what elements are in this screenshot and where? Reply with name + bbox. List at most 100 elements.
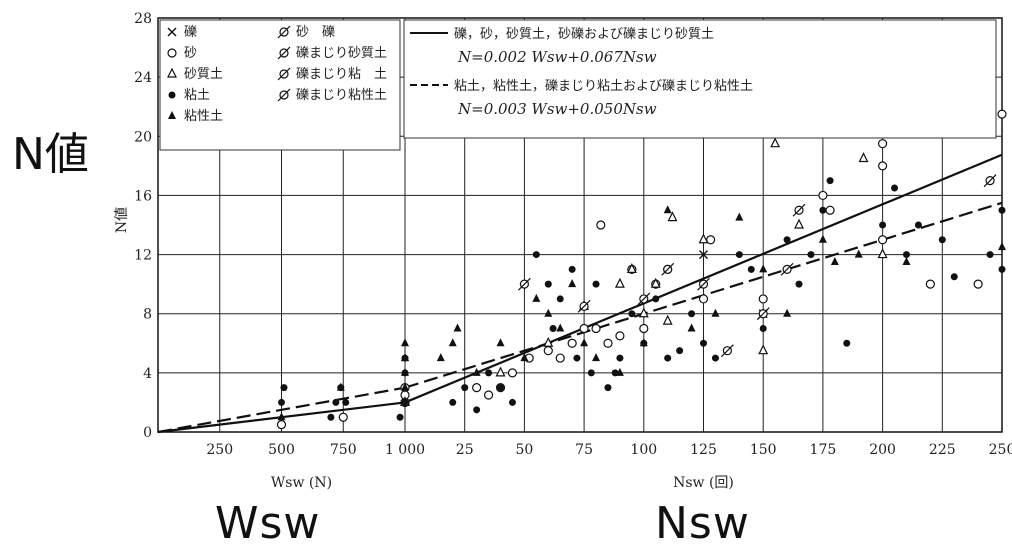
data-point-cohesive-soil bbox=[544, 308, 553, 317]
data-point-clay bbox=[604, 384, 612, 392]
y-tick-label: 8 bbox=[143, 307, 152, 323]
nsw-tick-label: 100 bbox=[630, 442, 657, 458]
data-point-sandy-soil bbox=[650, 277, 661, 288]
data-point-clay bbox=[735, 251, 743, 259]
data-point-sand bbox=[877, 139, 888, 149]
regression-line-dashed bbox=[157, 386, 406, 434]
data-point-sand bbox=[591, 323, 601, 334]
data-point-sandy-soil bbox=[770, 137, 781, 148]
data-point-sandy-soil bbox=[543, 336, 554, 347]
data-point-cohesive-soil bbox=[615, 367, 624, 376]
data-point-clay bbox=[461, 384, 469, 392]
data-point-clay bbox=[711, 354, 719, 362]
data-point-clay bbox=[544, 280, 552, 288]
data-point-sandy-gravel bbox=[697, 277, 710, 291]
data-point-sand bbox=[818, 190, 828, 201]
data-point-clay bbox=[473, 406, 481, 414]
y-tick-label: 12 bbox=[134, 248, 152, 264]
data-point-sandy-gravel bbox=[792, 203, 806, 217]
data-point-cohesive-soil bbox=[568, 279, 577, 288]
nsw-tick-label: 175 bbox=[810, 442, 837, 458]
data-point-sand bbox=[639, 323, 649, 334]
data-point-cohesive-soil bbox=[336, 382, 345, 391]
data-point-clay bbox=[592, 280, 600, 288]
data-point-cohesive-soil bbox=[902, 256, 911, 265]
data-point-clay bbox=[902, 251, 910, 259]
legend-line-label: 粘土，粘性土，礫まじり粘土および礫まじり粘性土 bbox=[454, 78, 753, 94]
data-point-cohesive-soil bbox=[401, 338, 409, 347]
data-point-sand bbox=[698, 294, 709, 304]
data-point-clay bbox=[843, 339, 851, 347]
data-point-cohesive-soil bbox=[580, 338, 589, 347]
wsw-axis-big-label: Wsw bbox=[215, 498, 321, 549]
data-point-sand bbox=[276, 420, 287, 430]
data-point-sand bbox=[997, 109, 1007, 119]
nsw-axis-label: Nsw (回) bbox=[673, 475, 734, 491]
data-point-clay bbox=[891, 184, 899, 192]
data-point-sand bbox=[483, 390, 494, 400]
data-point-cohesive-soil bbox=[998, 242, 1006, 251]
data-point-clay bbox=[616, 354, 624, 362]
data-point-sand bbox=[603, 338, 613, 348]
data-point-clay bbox=[327, 413, 335, 421]
legend-label: 砂 礫 bbox=[296, 24, 335, 40]
data-point-sand bbox=[877, 161, 888, 171]
regression-line-solid bbox=[404, 153, 1003, 404]
legend-equation: N=0.002 Wsw+0.067Nsw bbox=[457, 48, 657, 66]
data-point-sandy-soil bbox=[794, 218, 804, 229]
legend-equation: N=0.003 Wsw+0.050Nsw bbox=[457, 100, 657, 118]
y-tick-label: 16 bbox=[134, 188, 152, 204]
data-point-clay bbox=[747, 265, 755, 273]
data-point-sandy-gravel bbox=[277, 67, 291, 81]
data-point-sandy-soil bbox=[614, 277, 625, 288]
nsw-tick-label: 225 bbox=[929, 442, 956, 458]
data-point-sand bbox=[472, 383, 482, 393]
nsw-tick-label: 250 bbox=[989, 442, 1012, 458]
data-point-clay bbox=[688, 310, 696, 318]
data-point-clay bbox=[332, 398, 340, 406]
wsw-tick-label: 250 bbox=[206, 442, 233, 458]
legend-label: 砂 bbox=[184, 46, 197, 61]
data-point-sandy-gravel bbox=[720, 344, 734, 358]
data-point-sandy-soil bbox=[167, 67, 177, 78]
data-point-cohesive-soil bbox=[639, 338, 648, 347]
y-axis-big-label: N値 bbox=[12, 129, 89, 180]
data-point-clay bbox=[826, 177, 834, 185]
data-point-cohesive-soil bbox=[663, 205, 672, 214]
data-point-sand bbox=[543, 346, 553, 356]
data-point-cohesive-soil bbox=[592, 353, 601, 362]
wsw-tick-label: 500 bbox=[268, 442, 295, 458]
data-point-clay bbox=[807, 251, 815, 259]
data-point-clay bbox=[938, 236, 946, 244]
data-point-clay bbox=[998, 265, 1006, 273]
data-point-sand bbox=[758, 294, 768, 304]
data-point-cohesive-soil bbox=[496, 338, 505, 347]
y-tick-label: 24 bbox=[134, 70, 152, 86]
data-point-clay bbox=[168, 91, 176, 99]
data-point-sandy-soil bbox=[858, 152, 869, 163]
data-point-clay bbox=[342, 398, 350, 406]
data-point-sandy-gravel bbox=[277, 46, 291, 60]
nsw-tick-label: 125 bbox=[690, 442, 717, 458]
data-point-sandy-soil bbox=[626, 263, 637, 273]
data-point-cohesive-soil bbox=[453, 323, 462, 332]
data-point-cohesive-soil bbox=[168, 111, 176, 119]
data-point-cohesive-soil bbox=[401, 367, 409, 376]
data-point-gravel bbox=[699, 250, 708, 260]
data-point-sand bbox=[877, 235, 888, 245]
y-tick-label: 4 bbox=[143, 366, 152, 382]
legend-label: 粘土 bbox=[184, 88, 210, 103]
marker-legend-box bbox=[159, 19, 401, 151]
data-point-clay bbox=[914, 221, 922, 229]
data-point-clay bbox=[700, 339, 707, 347]
wsw-tick-label: 1 000 bbox=[385, 442, 425, 458]
data-point-clay bbox=[568, 265, 576, 273]
data-point-cohesive-soil bbox=[711, 308, 720, 317]
nsw-tick-label: 150 bbox=[750, 442, 777, 458]
data-point-sandy-soil bbox=[698, 233, 709, 244]
data-point-sand bbox=[596, 220, 606, 230]
data-point-clay bbox=[783, 236, 791, 244]
data-point-sand bbox=[825, 205, 835, 215]
data-point-sandy-gravel bbox=[517, 277, 531, 291]
